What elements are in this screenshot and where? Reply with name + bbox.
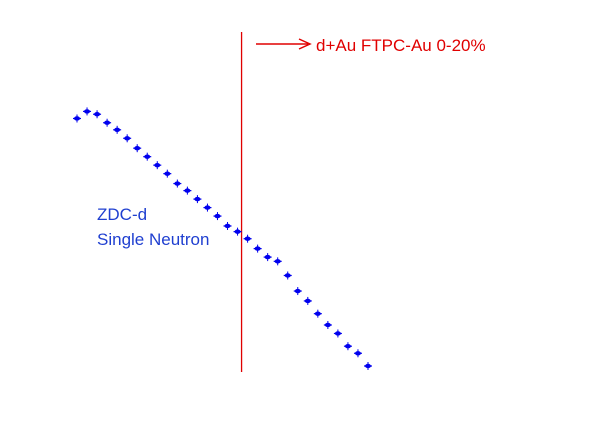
data-point: [163, 169, 172, 178]
marker: [234, 229, 241, 234]
data-point: [333, 329, 342, 338]
marker: [294, 288, 301, 294]
marker: [134, 145, 141, 151]
marker: [114, 127, 121, 133]
data-point: [113, 125, 122, 134]
data-point: [343, 342, 352, 351]
marker: [304, 298, 311, 304]
marker: [365, 363, 371, 369]
marker: [174, 181, 181, 186]
marker: [354, 351, 361, 356]
marker: [344, 343, 351, 349]
data-point: [293, 287, 302, 296]
marker: [184, 188, 191, 193]
data-point: [364, 362, 372, 370]
series-label-line2: Single Neutron: [97, 230, 209, 249]
data-point: [243, 234, 252, 243]
marker: [334, 331, 341, 336]
data-point: [133, 144, 142, 153]
marker: [324, 322, 331, 328]
data-point: [173, 179, 182, 188]
data-point: [123, 134, 132, 143]
data-point: [103, 118, 112, 127]
marker: [144, 154, 151, 159]
data-point: [93, 110, 102, 119]
data-point: [223, 221, 232, 230]
marker: [124, 136, 131, 141]
data-point: [213, 212, 222, 221]
data-point: [263, 253, 272, 262]
marker: [74, 116, 80, 121]
data-point: [73, 114, 81, 123]
marker: [224, 223, 231, 229]
data-point: [143, 152, 152, 161]
data-point: [303, 296, 312, 305]
series-label-line1: ZDC-d: [97, 205, 147, 224]
marker: [314, 311, 321, 316]
marker: [284, 273, 291, 278]
data-points: [73, 107, 372, 370]
data-point: [183, 186, 192, 195]
cut-label: d+Au FTPC-Au 0-20%: [316, 36, 486, 55]
marker: [214, 213, 221, 219]
marker: [244, 236, 251, 241]
data-point: [193, 195, 202, 204]
data-point: [313, 309, 322, 318]
data-point: [203, 203, 212, 212]
marker: [194, 196, 201, 202]
data-point: [253, 244, 262, 253]
marker: [94, 112, 101, 117]
data-point: [323, 320, 332, 329]
data-point: [273, 257, 282, 266]
marker: [254, 246, 261, 251]
marker: [154, 162, 161, 168]
marker: [164, 171, 171, 176]
marker: [274, 259, 281, 264]
data-point: [283, 271, 292, 280]
marker: [84, 109, 91, 114]
data-point: [153, 161, 162, 170]
data-point: [83, 107, 92, 116]
data-point: [233, 227, 242, 236]
arrow-head-icon: [298, 38, 312, 50]
marker: [104, 120, 111, 125]
marker: [204, 205, 211, 210]
marker: [264, 254, 271, 260]
data-point: [353, 349, 362, 358]
